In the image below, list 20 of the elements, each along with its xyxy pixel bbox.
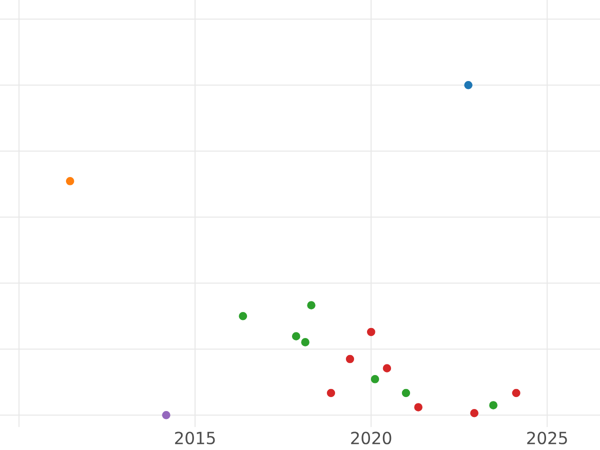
x-tick-label: 2025	[527, 432, 567, 444]
point	[238, 312, 248, 320]
point	[382, 364, 392, 372]
point	[162, 410, 170, 420]
point	[464, 80, 472, 90]
x-tick-label: 2020	[351, 432, 392, 444]
point	[366, 328, 376, 336]
point	[66, 177, 74, 186]
x-tick-label: 2015	[175, 432, 215, 444]
point	[489, 401, 498, 410]
point	[414, 403, 422, 412]
point	[402, 388, 410, 398]
point	[292, 332, 300, 340]
point	[301, 338, 310, 346]
point	[307, 301, 316, 310]
point	[470, 409, 478, 418]
point	[370, 375, 380, 384]
point	[326, 388, 336, 398]
point	[512, 388, 520, 398]
point	[346, 354, 354, 364]
